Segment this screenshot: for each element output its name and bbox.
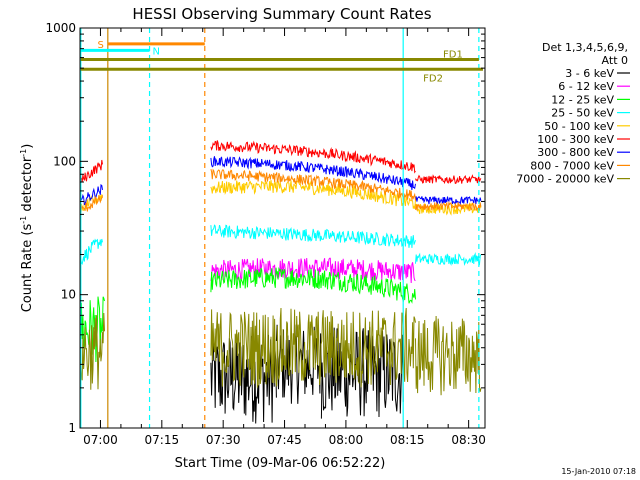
flag-label-fd1: FD1: [443, 50, 463, 61]
chart-axes: 07:00 07:15 07:30 07:45 08:00 08:15 08:30 1 10 10…: [45, 21, 485, 447]
series-trace-4-1: [79, 238, 103, 265]
legend-label-9: 7000 - 20000 keV: [516, 173, 614, 186]
legend-label-7: 300 - 800 keV: [537, 146, 614, 159]
series-trace-6-1: [79, 159, 103, 186]
series-trace-7-3: [415, 195, 482, 206]
series-trace-2-1: [210, 257, 416, 284]
x-tick-label-7: 08:30: [451, 433, 486, 447]
series-trace-5-2: [210, 179, 416, 209]
series-trace-1-3: [320, 326, 404, 419]
series-trace-4-2: [210, 224, 416, 248]
x-axis-label: Start Time (09-Mar-06 06:52:22): [175, 456, 386, 471]
legend-title-2: Att 0: [602, 54, 628, 67]
x-tick-label-4: 07:45: [267, 433, 302, 447]
legend-label-6: 100 - 300 keV: [537, 133, 614, 146]
flag-label-s: S: [97, 40, 103, 51]
legend-title-1: Det 1,3,4,5,6,9,: [542, 41, 628, 54]
chart-data-layer: S N FD1 FD2: [79, 28, 483, 428]
series-trace-8-1: [79, 195, 103, 216]
x-tick-label-6: 08:15: [390, 433, 425, 447]
legend-label-4: 25 - 50 keV: [551, 107, 614, 120]
series-trace-6-2: [210, 140, 416, 174]
series-trace-8-3: [415, 200, 482, 212]
y-tick-label-2: 10: [61, 288, 76, 302]
legend-label-2: 6 - 12 keV: [558, 80, 614, 93]
legend-label-1: 3 - 6 keV: [565, 67, 614, 80]
series-trace-7-2: [210, 156, 416, 190]
chart-title: HESSI Observing Summary Count Rates: [132, 5, 431, 23]
series-trace-4-3: [415, 252, 482, 266]
series-trace-6-3: [415, 174, 482, 185]
flag-label-n: N: [153, 46, 160, 57]
x-tick-label-3: 07:30: [206, 433, 241, 447]
x-tick-label-5: 08:00: [329, 433, 364, 447]
series-trace-3-2: [210, 266, 416, 304]
timestamp: 15-Jan-2010 07:18: [561, 467, 636, 476]
series-trace-8-2: [210, 168, 416, 201]
y-tick-label-1: 1: [68, 421, 76, 435]
x-tick-label-1: 07:00: [83, 433, 118, 447]
series-trace-9-2: [210, 307, 416, 388]
series-trace-7-1: [79, 183, 103, 206]
y-axis-label: Count Rate (s-1 detector-1): [19, 144, 35, 313]
series-trace-9-3: [415, 315, 482, 396]
y-tick-label-4: 1000: [45, 21, 76, 35]
plot-frame: [79, 27, 486, 429]
legend-label-8: 800 - 7000 keV: [530, 159, 614, 172]
legend-label-3: 12 - 25 keV: [551, 93, 614, 106]
series-trace-9-1: [79, 312, 105, 390]
legend-label-5: 50 - 100 keV: [544, 120, 614, 133]
y-tick-label-3: 100: [53, 154, 76, 168]
flag-label-fd2: FD2: [423, 73, 443, 84]
x-tick-label-2: 07:15: [145, 433, 180, 447]
